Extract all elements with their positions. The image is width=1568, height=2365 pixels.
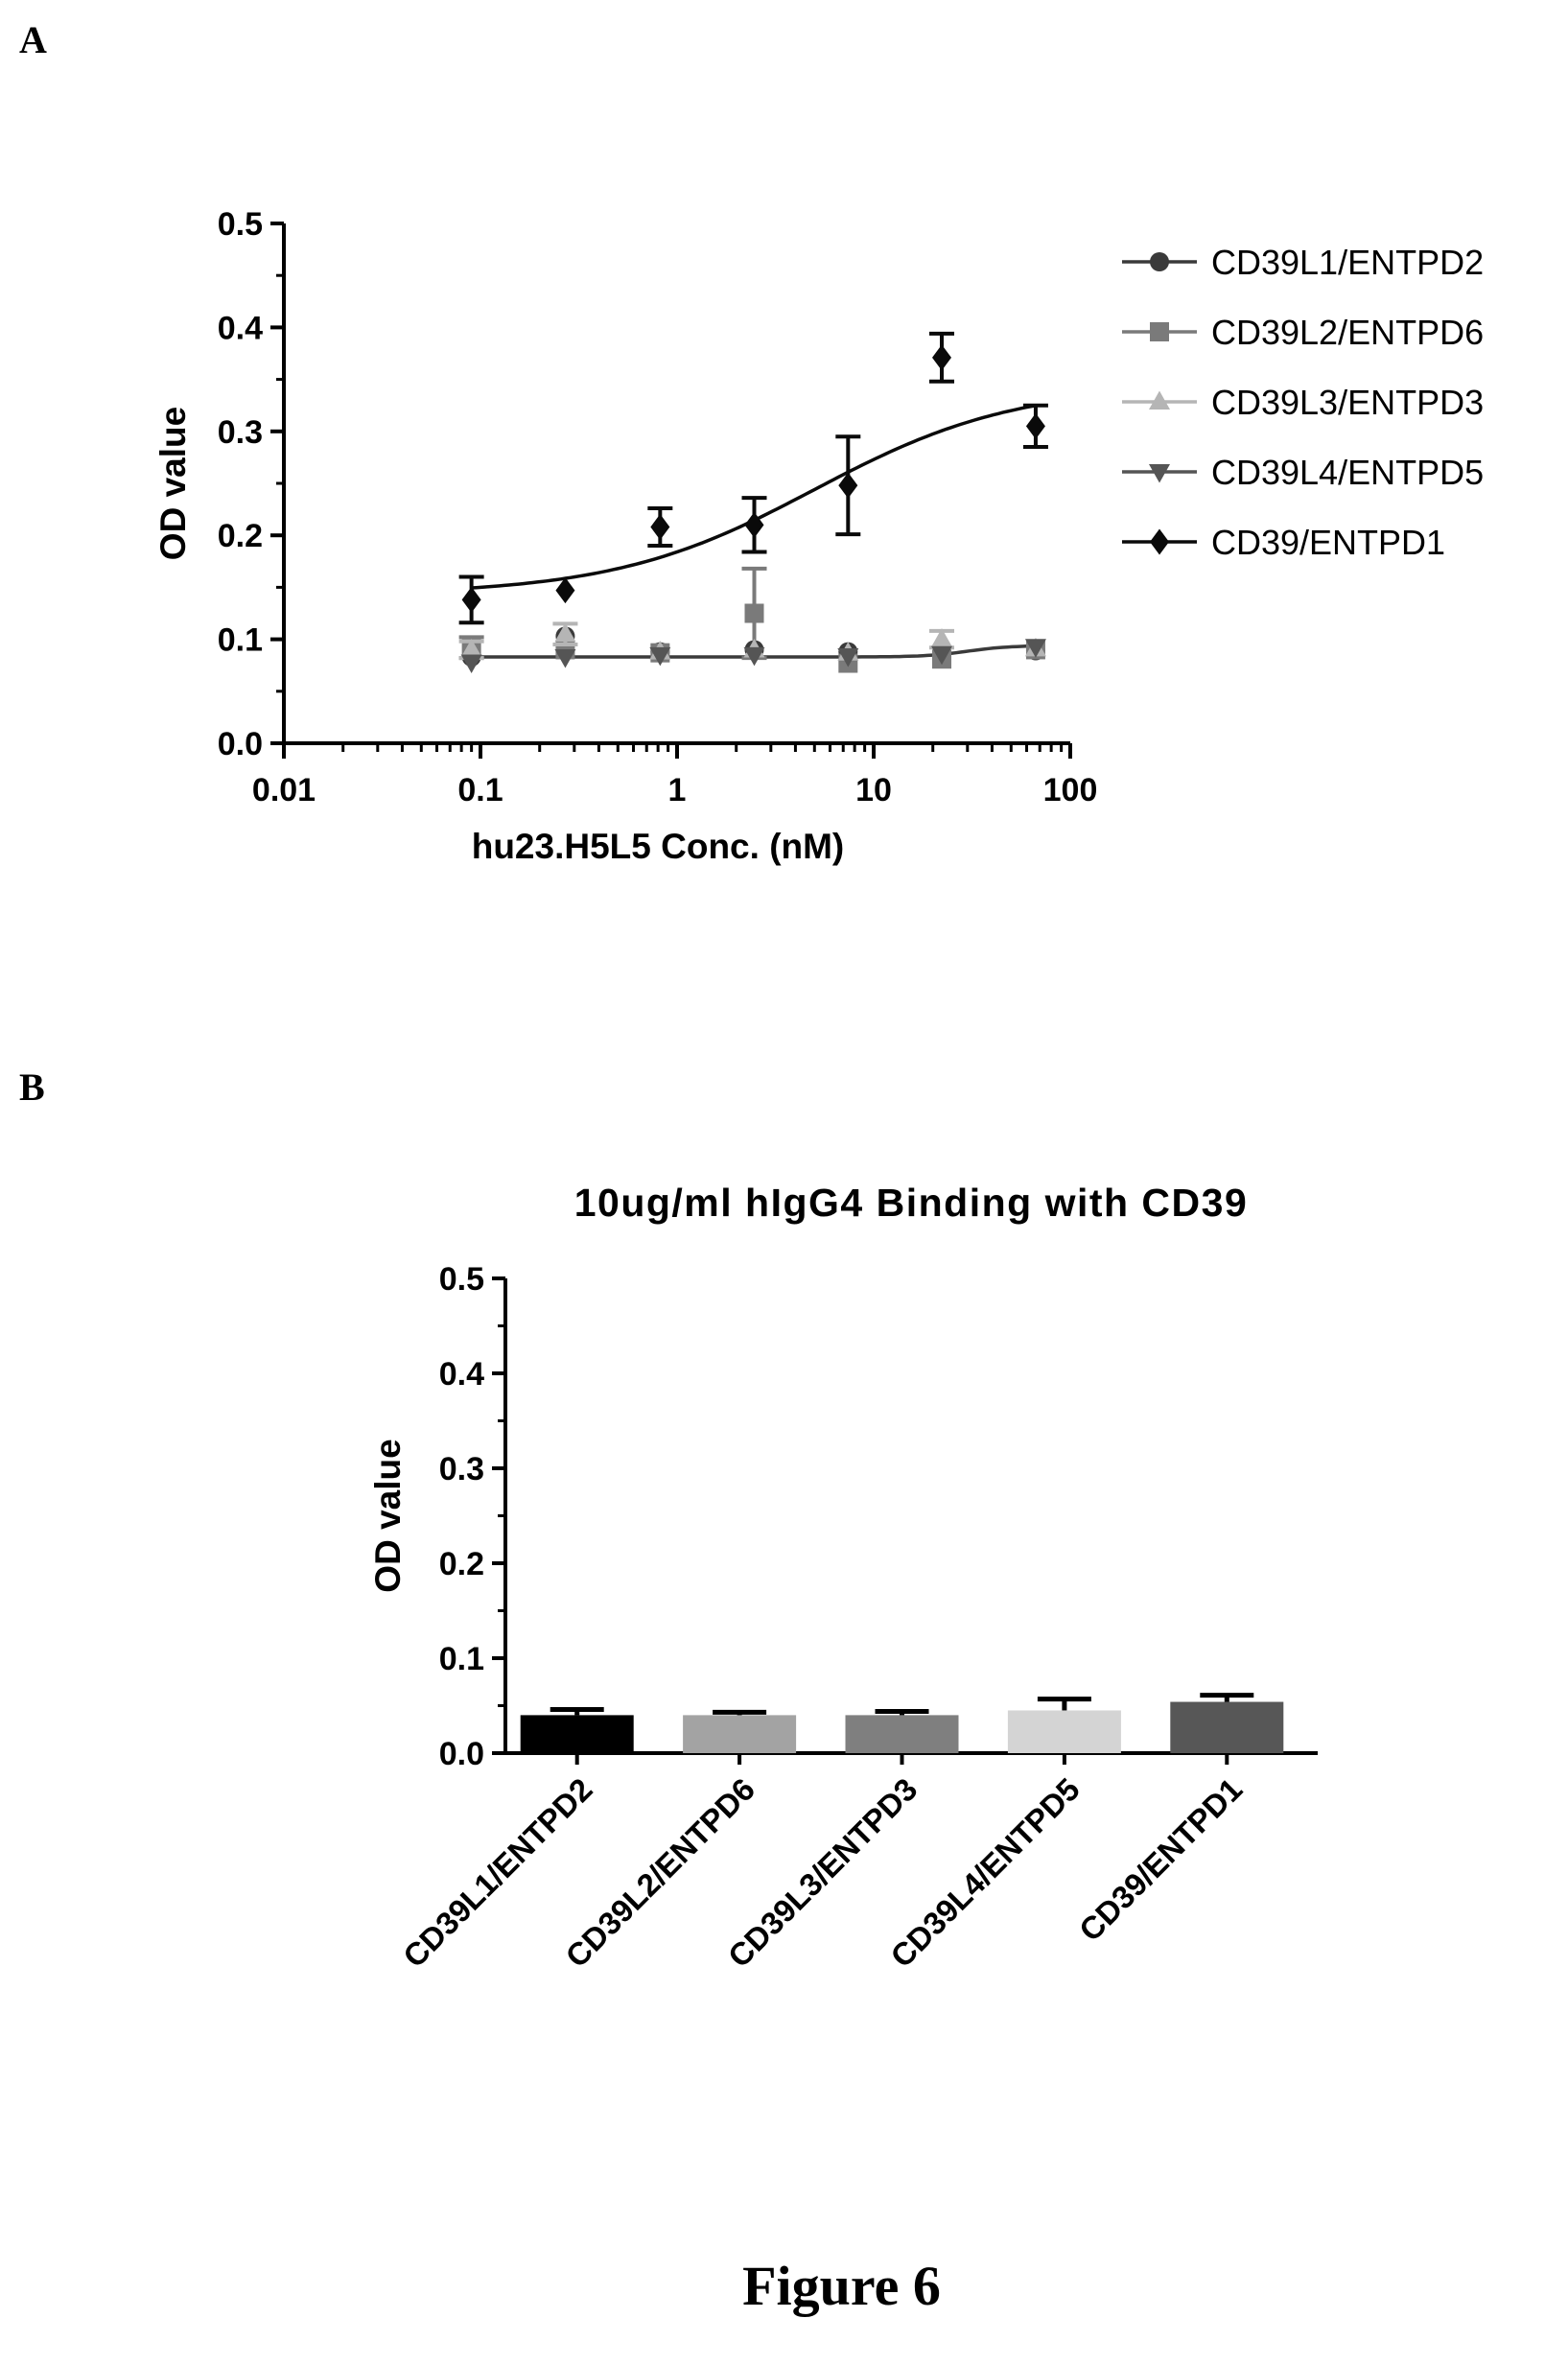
legend-item-cd39l4-entpd5: CD39L4/ENTPD5 <box>1122 453 1484 492</box>
legend-label: CD39L1/ENTPD2 <box>1211 243 1484 282</box>
bar <box>1007 1710 1121 1753</box>
legend-item-cd39l3-entpd3: CD39L3/ENTPD3 <box>1122 383 1484 422</box>
chart-a-x-tick-label: 0.01 <box>252 772 316 808</box>
legend-label: CD39L4/ENTPD5 <box>1211 453 1484 492</box>
panel-label-b: B <box>19 1065 45 1109</box>
data-point <box>650 514 670 541</box>
bar <box>520 1715 634 1753</box>
data-point <box>837 647 859 667</box>
legend-item-cd39l1-entpd2: CD39L1/ENTPD2 <box>1122 243 1484 282</box>
chart-b-y-tick-label: 0.1 <box>439 1641 484 1677</box>
data-point <box>931 645 953 666</box>
data-point <box>932 344 952 371</box>
data-point <box>461 586 481 613</box>
bar <box>1170 1701 1284 1753</box>
chart-b-y-tick-label: 0.0 <box>439 1736 484 1772</box>
data-point <box>554 622 576 643</box>
chart-a-y-tick-label: 0.4 <box>218 310 263 346</box>
chart-b-bar-cd39l2-entpd6 <box>683 1709 797 1753</box>
legend-label: CD39L3/ENTPD3 <box>1211 383 1484 422</box>
data-point <box>554 649 576 668</box>
chart-a-x-label: hu23.H5L5 Conc. (nM) <box>472 827 845 866</box>
data-point <box>744 603 764 623</box>
chart-b-y-label: OD value <box>368 1439 408 1592</box>
chart-a-series-cd39l4-entpd5 <box>460 639 1046 673</box>
data-point <box>649 646 671 667</box>
legend-item-cd39-entpd1: CD39/ENTPD1 <box>1122 523 1445 562</box>
panel-label-a: A <box>19 18 47 61</box>
chart-b-y-tick-label: 0.2 <box>439 1546 484 1582</box>
legend-marker <box>1149 464 1170 483</box>
chart-a-x-tick-label: 1 <box>668 772 687 808</box>
chart-a-y-label: OD value <box>153 407 193 560</box>
legend-item-cd39l2-entpd6: CD39L2/ENTPD6 <box>1122 313 1484 352</box>
legend-label: CD39L2/ENTPD6 <box>1211 313 1484 352</box>
chart-a-x-tick-label: 10 <box>855 772 892 808</box>
chart-b-title: 10ug/ml hIgG4 Binding with CD39 <box>574 1181 1249 1225</box>
chart-b-y-tick-label: 0.3 <box>439 1451 484 1487</box>
data-point <box>1025 412 1045 439</box>
data-point <box>460 638 482 658</box>
figure-caption: Figure 6 <box>742 2255 941 2317</box>
chart-a-y-tick-label: 0.0 <box>218 726 263 762</box>
legend-marker <box>1150 528 1169 555</box>
chart-a-y-tick-label: 0.2 <box>218 518 263 554</box>
chart-b-bar-cd39-entpd1 <box>1170 1693 1284 1753</box>
data-point <box>460 654 482 673</box>
chart-b-y-tick-label: 0.5 <box>439 1261 484 1298</box>
chart-a-series-cd39-entpd1 <box>458 331 1048 625</box>
chart-b-bar-cd39l4-entpd5 <box>1007 1697 1121 1753</box>
data-point <box>838 472 858 499</box>
legend-label: CD39/ENTPD1 <box>1211 523 1445 562</box>
chart-a-x-tick-label: 0.1 <box>457 772 503 808</box>
legend-marker <box>1149 390 1170 410</box>
chart-b-bar-cd39l3-entpd3 <box>845 1708 959 1753</box>
bar <box>845 1715 959 1753</box>
chart-a-y-tick-label: 0.3 <box>218 414 263 451</box>
data-point <box>743 646 765 667</box>
legend-marker <box>1150 252 1169 271</box>
legend-marker <box>1150 322 1169 341</box>
data-point <box>1024 639 1046 658</box>
chart-b-y-tick-label: 0.4 <box>439 1356 484 1393</box>
chart-a-y-tick-label: 0.1 <box>218 622 263 659</box>
data-point <box>931 628 953 647</box>
chart-a-x-tick-label: 100 <box>1043 772 1098 808</box>
chart-a: 0.0 0.1 0.2 0.3 0.4 0.5 0.01 0.1 1 10 100 hu23.H5L5… <box>153 206 1484 866</box>
data-point <box>555 577 575 604</box>
chart-a-legend: CD39L1/ENTPD2 CD39L2/ENTPD6 CD39L3/ENTPD3 C… <box>1122 243 1484 562</box>
chart-a-y-tick-label: 0.5 <box>218 206 263 243</box>
chart-b: 10ug/ml hIgG4 Binding with CD39 0.0 0.1 0.2… <box>368 1181 1318 1974</box>
bar <box>683 1715 797 1753</box>
chart-b-x-tick-label: CD39/ENTPD1 <box>1072 1771 1249 1948</box>
data-point <box>744 511 764 538</box>
chart-b-bar-cd39l1-entpd2 <box>520 1706 634 1753</box>
